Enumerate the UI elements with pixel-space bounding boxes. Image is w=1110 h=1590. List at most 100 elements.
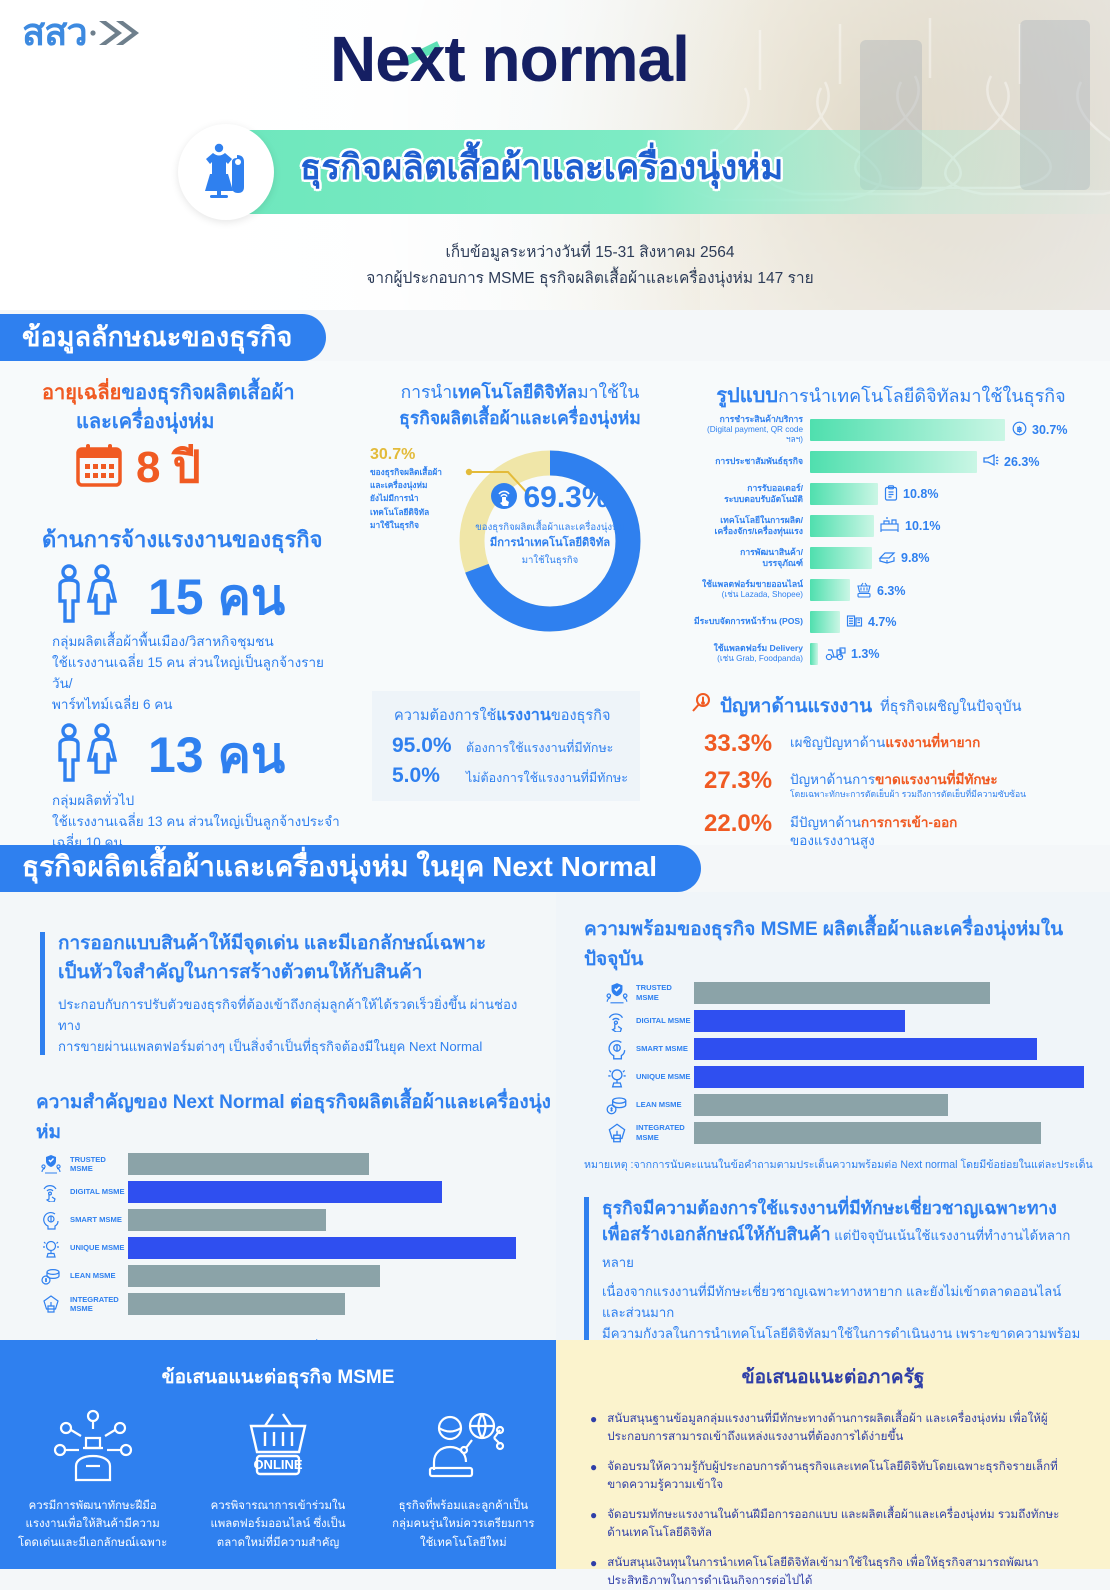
clipboard-icon bbox=[884, 484, 898, 504]
donut-outer-desc-l3: ยังไม่มีการนำ bbox=[370, 493, 419, 504]
section2-right-panel: ความพร้อมของธุรกิจ MSME ผลิตเสื้อผ้าและเ… bbox=[556, 892, 1110, 1385]
skill-person-icon bbox=[50, 1409, 136, 1488]
donut-outer-note: 30.7% ของธุรกิจผลิตเสื้อผ้า และเครื่องนุ… bbox=[370, 446, 465, 533]
left-quote-heading: การออกแบบสินค้าให้มีจุดเด่น และมีเอกลักษ… bbox=[58, 930, 522, 987]
tech-bar-label: การพัฒนาสินค้า/บรรจุภัณฑ์ bbox=[740, 546, 803, 568]
tech-bar-label: การประชาสัมพันธ์ธุรกิจ bbox=[715, 456, 803, 466]
donut-center-l1: ของธุรกิจผลิตเสื้อผ้าและเครื่องนุ่งห่ม bbox=[475, 521, 625, 533]
tech-bar-fill bbox=[810, 418, 1005, 441]
left-quote-heading-l1: การออกแบบสินค้าให้มีจุดเด่น และมีเอกลักษ… bbox=[58, 933, 487, 954]
calendar-icon bbox=[76, 443, 122, 492]
importance-bar-track bbox=[128, 1181, 516, 1204]
msme-recommendation-card: ควรมีการพัฒนาทักษะฝีมือ แรงงานเพื่อให้สิ… bbox=[10, 1408, 175, 1552]
right-quote-heading-l2: เพื่อสร้างเอกลักษณ์ให้กับสินค้า แต่ปัจจุ… bbox=[602, 1221, 1086, 1274]
tech-bar-row: ใช้แพลตฟอร์ม Delivery (เช่น Grab, Foodpan… bbox=[690, 640, 1092, 667]
donut-outer-desc: ของธุรกิจผลิตเสื้อผ้า และเครื่องนุ่งห่ม … bbox=[370, 466, 465, 533]
tech-bar-row: เทคโนโลยีในการผลิต/เครื่องจักร/เครื่องทุ… bbox=[690, 512, 1092, 539]
importance-bar-fill bbox=[128, 1209, 326, 1232]
donut-center-l3: มาใช้ในธุรกิจ bbox=[521, 554, 579, 566]
donut-title-post: มาใช้ใน bbox=[577, 382, 640, 402]
tech-bar-row: การรับออเดอร์/ระบบตอบรับอัตโนมัติ 10.8% bbox=[690, 480, 1092, 507]
donut-title: การนำเทคโนโลยีดิจิทัลมาใช้ใน ธุรกิจผลิตเ… bbox=[370, 379, 670, 432]
avg-age-title-line2: และเครื่องนุ่งห่ม bbox=[76, 411, 215, 433]
readiness-bar-track bbox=[694, 1094, 1084, 1116]
importance-bar-label: SMART MSME bbox=[70, 1215, 122, 1225]
section2-header-band: ธุรกิจผลิตเสื้อผ้าและเครื่องนุ่งห่ม ในยุ… bbox=[0, 845, 702, 892]
tech-bar-fill bbox=[810, 546, 872, 569]
avg-age-title: อายุเฉลี่ยของธุรกิจผลิตเสื้อผ้า และเครื่… bbox=[42, 379, 342, 437]
tech-bar-value-text: 6.3% bbox=[877, 583, 906, 598]
labor-demand-row-1-desc: ไม่ต้องการใช้แรงงานที่มีทักษะ bbox=[466, 771, 628, 785]
tech-bar-value: 4.7% bbox=[846, 613, 897, 631]
hero-title-post: t normal bbox=[444, 23, 689, 95]
tech-bar-fill bbox=[810, 642, 818, 665]
readiness-bar-track bbox=[694, 982, 1084, 1004]
hero-green-band bbox=[236, 130, 1110, 214]
tech-bar-value: 9.8% bbox=[878, 549, 930, 567]
labor-group-0-note-l3: พาร์ทไทม์เฉลี่ย 6 คน bbox=[52, 696, 173, 712]
government-bullet-text: จัดอบรมทักษะแรงงานในด้านฝีมือการออกแบบ แ… bbox=[607, 1507, 1060, 1539]
tech-bar-label: ใช้แพลตฟอร์มขายออนไลน์ (เช่น Lazada, Shop… bbox=[701, 578, 803, 599]
digital-adoption-column: การนำเทคโนโลยีดิจิทัลมาใช้ใน ธุรกิจผลิตเ… bbox=[370, 379, 670, 646]
right-quote-heading-l2-bold: เพื่อสร้างเอกลักษณ์ให้กับสินค้า bbox=[602, 1224, 831, 1245]
government-bullet: ● สนับสนุนฐานข้อมูลกลุ่มแรงงานที่มีทักษะท… bbox=[590, 1410, 1076, 1446]
right-quote-heading: ธุรกิจมีความต้องการใช้แรงงานที่มีทักษะเช… bbox=[602, 1195, 1086, 1274]
avg-age-value: 8 ปี bbox=[136, 442, 201, 492]
digital-msme-icon bbox=[36, 1182, 66, 1203]
tech-bar-value-text: 30.7% bbox=[1032, 422, 1068, 437]
hero-banner: สสว Next normal bbox=[0, 0, 1110, 310]
msme-recommendation-caption: ธุรกิจที่พร้อมและลูกค้าเป็น กลุ่มคนรุ่นใ… bbox=[381, 1497, 546, 1552]
labor-demand-row-1-pct: 5.0% bbox=[392, 764, 440, 787]
importance-bar-track bbox=[128, 1265, 516, 1288]
section1-header-band: ข้อมูลลักษณะของธุรกิจ bbox=[0, 314, 327, 361]
hero-title: Next normal bbox=[330, 23, 690, 95]
msme-recommendation-card: ONLINE ควรพิจารณาการเข้าร่วมใน แพลตฟอร์ม… bbox=[195, 1408, 360, 1552]
government-bullet: ● สนับสนุนเงินทุนในการนำเทคโนโลยีดิจิทัลเ… bbox=[590, 1554, 1076, 1590]
importance-bar-fill bbox=[128, 1293, 346, 1316]
tech-bar-label: เทคโนโลยีในการผลิต/เครื่องจักร/เครื่องทุ… bbox=[714, 514, 803, 536]
tech-bar-row: การชำระสินค้า/บริการ (Digital payment, QR… bbox=[690, 413, 1092, 445]
right-quote-heading-l1: ธุรกิจมีความต้องการใช้แรงงานที่มีทักษะเช… bbox=[602, 1198, 1057, 1218]
labor-problem-row-2: 22.0% มีปัญหาด้านการการเข้า-ออก ของแรงงาน… bbox=[690, 810, 1100, 850]
left-quote-heading-l2: เป็นหัวใจสำคัญในการสร้างตัวตนให้กับสินค้… bbox=[58, 961, 423, 983]
msme-rec-0-l2: แรงงานเพื่อให้สินค้ามีความ bbox=[25, 1518, 160, 1531]
tech-bar-fill bbox=[810, 482, 878, 505]
labor-demand-title-pre: ความต้องการใช้ bbox=[394, 708, 497, 724]
readiness-bar-fill bbox=[694, 1122, 1042, 1144]
tech-chart-title: รูปแบบการนำเทคโนโลยีดิจิทัลมาใช้ในธุรกิจ bbox=[690, 379, 1092, 411]
donut-outer-desc-l5: มาใช้ในธุรกิจ bbox=[370, 520, 419, 531]
digital-msme-icon bbox=[602, 1010, 632, 1032]
tech-bar-label: การชำระสินค้า/บริการ (Digital payment, QR… bbox=[706, 413, 803, 445]
labor-demand-row-0-pct: 95.0% bbox=[392, 734, 452, 757]
tech-bar-value-text: 9.8% bbox=[901, 550, 930, 565]
tech-bar-track: 26.3% bbox=[810, 450, 1092, 473]
tech-bar-track: 10.1% bbox=[810, 514, 1092, 537]
labor-problems-title-hl: ปัญหาด้านแรงงาน bbox=[720, 696, 873, 717]
bullet-dot-icon: ● bbox=[590, 1507, 598, 1522]
tech-bar-track: 9.8% bbox=[810, 546, 1092, 569]
donut-outer-desc-l1: ของธุรกิจผลิตเสื้อผ้า bbox=[370, 466, 442, 477]
tech-bar-track: 4.7% bbox=[810, 610, 1092, 633]
right-quote-block: ธุรกิจมีความต้องการใช้แรงงานที่มีทักษะเช… bbox=[584, 1195, 1086, 1386]
government-recommendations-panel: ข้อเสนอแนะต่อภาครัฐ ● สนับสนุนฐานข้อมูลกล… bbox=[556, 1340, 1110, 1587]
tech-bar-value-text: 10.1% bbox=[905, 519, 941, 533]
labor-demand-box: ความต้องการใช้แรงงานของธุรกิจ 95.0% ต้อง… bbox=[372, 691, 640, 801]
readiness-bar-label: UNIQUE MSME bbox=[636, 1072, 691, 1082]
tech-usage-column: รูปแบบการนำเทคโนโลยีดิจิทัลมาใช้ในธุรกิจ… bbox=[690, 379, 1092, 667]
labor-demand-title-post: ของธุรกิจ bbox=[550, 708, 611, 724]
msme-recommendation-cards: ควรมีการพัฒนาทักษะฝีมือ แรงงานเพื่อให้สิ… bbox=[0, 1408, 556, 1552]
unique-msme-icon bbox=[36, 1238, 66, 1258]
government-bullet-text: จัดอบรมให้ความรู้กับผู้ประกอบการด้านธุรก… bbox=[607, 1459, 1058, 1491]
right-chart-note: หมายเหตุ :จากการนับคะแนนในข้อคำถามตามประ… bbox=[584, 1159, 1093, 1171]
online-basket-icon bbox=[856, 581, 872, 601]
right-quote-heading-l2-normal: แต่ปัจจุบันเน้นใช้แรงงานที่ทำงานได้หลากห… bbox=[602, 1228, 1071, 1270]
labor-problem-row-2-desc: มีปัญหาด้านการการเข้า-ออก ของแรงงานสูง bbox=[790, 810, 957, 850]
hero-meta: เก็บข้อมูลระหว่างวันที่ 15-31 สิงหาคม 25… bbox=[0, 240, 1110, 293]
tech-bar-row: การประชาสัมพันธ์ธุรกิจ 26.3% bbox=[690, 448, 1092, 475]
labor-group-1-value: 13 คน bbox=[148, 727, 286, 784]
tech-bar-track: 10.8% bbox=[810, 482, 1092, 505]
readiness-bar-label: TRUSTED MSME bbox=[636, 983, 672, 1002]
labor-problem-row-0-pct: 33.3% bbox=[704, 730, 773, 757]
labor-problem-row-2-hl: การการเข้า-ออก bbox=[861, 814, 958, 830]
